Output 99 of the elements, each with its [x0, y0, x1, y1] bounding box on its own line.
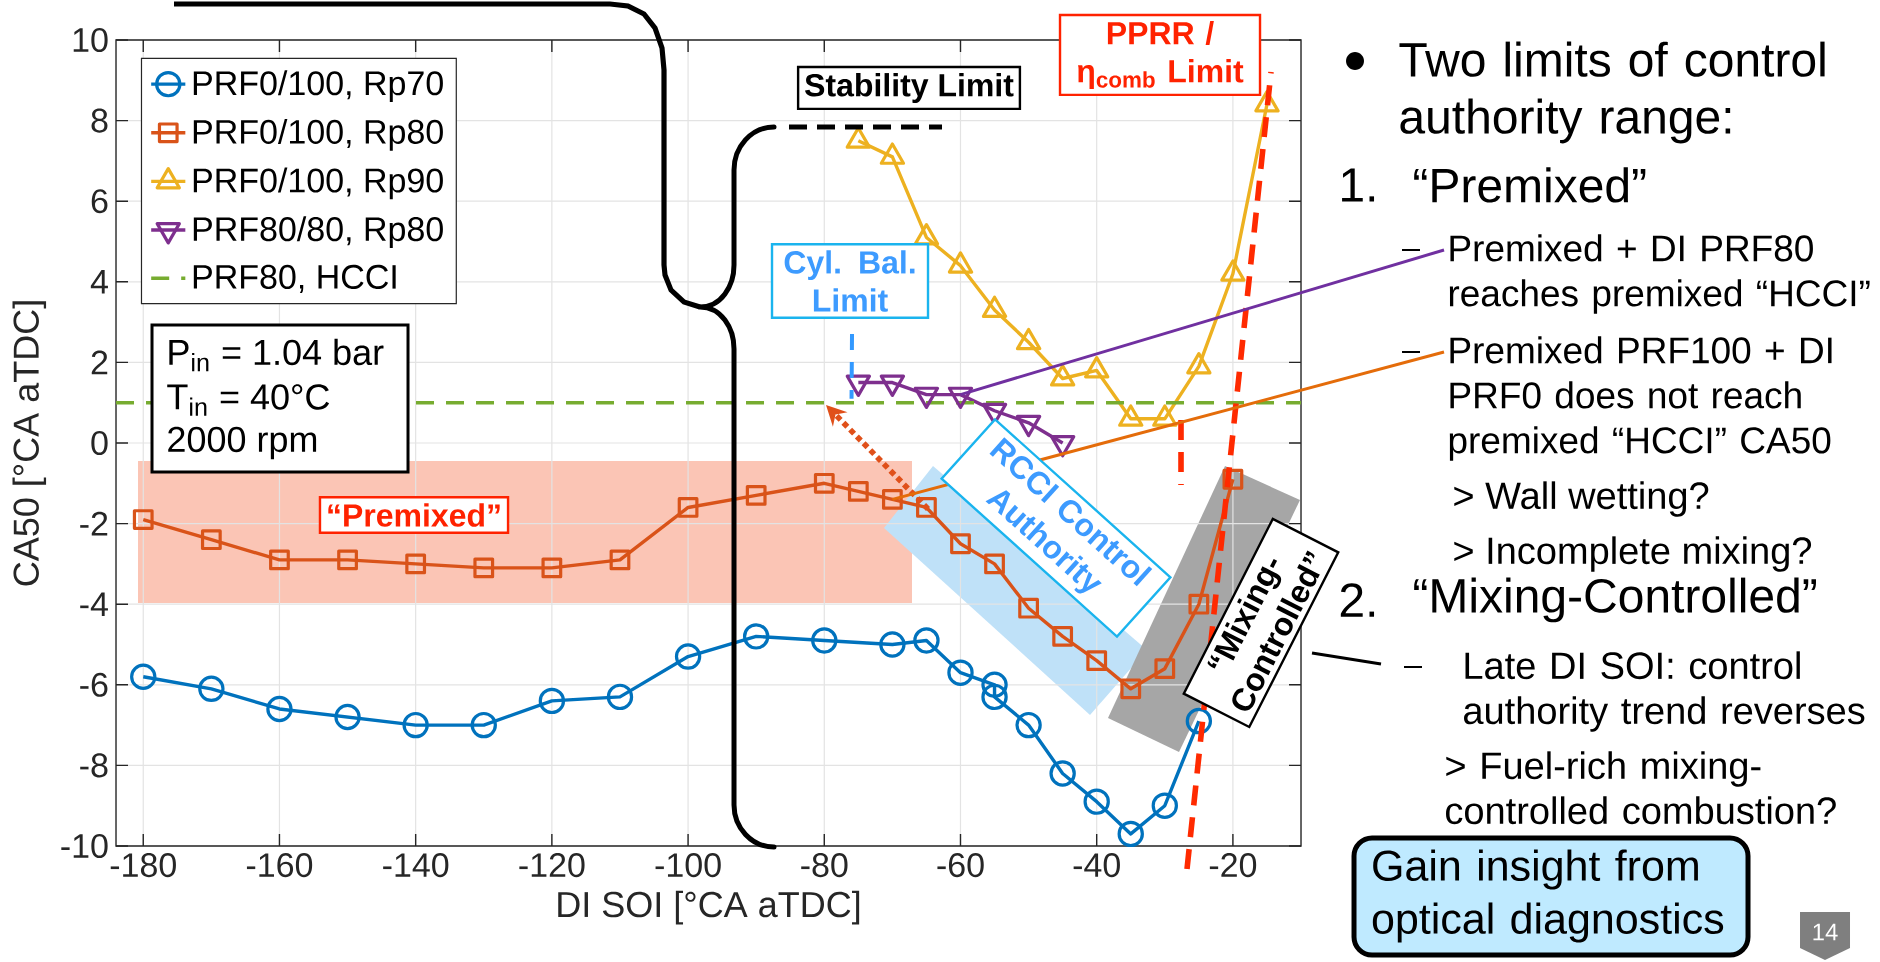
text: Late DI SOI: control authority trend reverses: [1464, 651, 1865, 732]
annotation: P$_{in}$ = 1.04 bar: [169, 338, 384, 372]
y-axis-title: CA50 [°CA aTDC]: [12, 301, 47, 586]
y-tick-label: -8: [80, 753, 108, 778]
point: [981, 671, 1008, 698]
text: > Fuel-rich mixing-controlled combustion?: [1446, 751, 1836, 825]
point: [847, 480, 869, 502]
point: [916, 497, 937, 518]
text: 1.: [1342, 168, 1375, 202]
point: [200, 529, 222, 551]
point: [337, 549, 358, 571]
point: [674, 643, 702, 670]
x-axis-title: DI SOI [°CA aTDC]: [558, 890, 860, 925]
point: [1220, 259, 1246, 282]
y-tick-label: -10: [61, 833, 108, 859]
legend-label: PRF0/100, Rp80: [193, 118, 443, 151]
point: [1117, 820, 1144, 848]
point: [470, 711, 497, 739]
point: [606, 683, 634, 711]
point: [811, 627, 838, 654]
point: [947, 251, 974, 274]
point: [947, 659, 974, 686]
annotation: Stability Limit: [805, 73, 1014, 103]
y-tick-label: -6: [80, 672, 108, 697]
legend-label: PRF80, HCCI: [193, 264, 396, 293]
y-tick-label: 2: [91, 350, 108, 375]
text: “Mixing-Controlled”: [1414, 577, 1816, 623]
legend-label: PRF0/100, Rp70: [193, 70, 443, 103]
x-tick-label: -140: [383, 853, 449, 878]
point: [609, 549, 631, 571]
point: [405, 553, 427, 575]
x-tick-label: -40: [1073, 853, 1120, 878]
y-tick-label: 4: [90, 270, 108, 294]
point: [130, 663, 157, 690]
x-tick-label: -120: [519, 853, 585, 878]
text: Gain insight from optical diagnostics: [1372, 849, 1724, 943]
annotation: PPRR / η$_{comb}$ Limit: [1077, 21, 1244, 89]
point: [1049, 760, 1076, 787]
text: Two limits of control authority range:: [1399, 41, 1825, 144]
point: [1049, 364, 1076, 387]
annotation: Premixed + DI PRF80 reaches premixed “HCCI”: [1449, 234, 1870, 314]
legend-label: PRF80/80, Rp80: [193, 216, 443, 248]
x-tick-label: -80: [801, 853, 848, 878]
y-tick-label: 0: [91, 430, 108, 456]
text: > Incomplete mixing?: [1454, 536, 1812, 572]
annotation: Cyl. Bal. Limit: [784, 250, 915, 312]
y-tick-label: 6: [91, 189, 108, 214]
annotation: Premixed PRF100 + DI PRF0 does not reach premixed “HCCI” CA50: [1449, 336, 1832, 461]
x-tick-label: -160: [246, 853, 313, 878]
y-tick-label: -2: [80, 511, 108, 536]
point: [1052, 626, 1074, 647]
text: > Wall wetting?: [1454, 481, 1709, 517]
point: [813, 472, 835, 494]
point: [1086, 650, 1108, 672]
point: [1015, 327, 1042, 351]
point: [745, 484, 767, 506]
text: “Premixed”: [1414, 167, 1646, 203]
point: [538, 687, 566, 715]
point: [742, 623, 770, 650]
text: 2.: [1340, 583, 1375, 617]
point: [541, 557, 563, 579]
text: 14: [1813, 923, 1838, 941]
point: [677, 497, 699, 518]
legend-label: PRF0/100, Rp90: [193, 167, 443, 200]
y-tick-label: 8: [91, 108, 108, 133]
point: [473, 557, 495, 579]
point: [1151, 792, 1178, 819]
point: [402, 711, 429, 739]
point: [1120, 678, 1142, 700]
x-tick-label: -100: [655, 853, 721, 878]
point: [1015, 711, 1042, 739]
x-tick-label: -60: [937, 853, 984, 878]
point: [1084, 356, 1110, 379]
point: [1118, 404, 1144, 427]
point: [1083, 788, 1110, 815]
point: [334, 703, 361, 731]
point: [913, 627, 940, 654]
point: [845, 126, 872, 149]
point: [981, 295, 1008, 318]
point: [950, 533, 971, 555]
point: [269, 549, 290, 571]
annotation: “Premixed”: [328, 503, 500, 527]
point: [1018, 597, 1039, 619]
point: [981, 683, 1008, 711]
point: [132, 509, 154, 530]
x-tick-label: -180: [110, 853, 176, 878]
point: [198, 675, 225, 703]
annotation: 2000 rpm: [168, 426, 317, 460]
point: [1186, 352, 1212, 375]
point: [1154, 658, 1176, 680]
point: [881, 489, 903, 510]
annotation: T$_{in}$ = 40°C: [167, 384, 330, 416]
point: [879, 631, 906, 658]
point: [1222, 468, 1244, 490]
x-tick-label: -20: [1209, 853, 1257, 878]
y-tick-label: -4: [80, 592, 108, 616]
point: [266, 695, 293, 723]
y-tick-label: 10: [73, 27, 108, 53]
point: [879, 142, 906, 165]
